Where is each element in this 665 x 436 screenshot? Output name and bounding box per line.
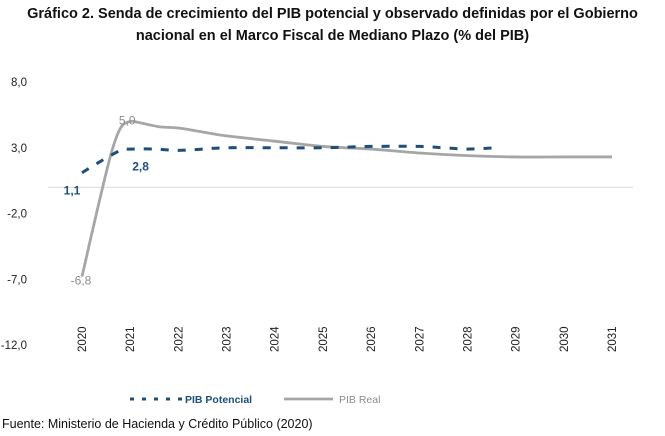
data-label: 1,1 xyxy=(64,184,81,198)
data-label: 2,8 xyxy=(132,159,149,173)
legend-entry-pib-potencial: PIB Potencial xyxy=(130,394,252,406)
y-axis: 8,0 3,0 -2,0 -7,0 -12,0 xyxy=(1,77,27,352)
source-note: Fuente: Ministerio de Hacienda y Crédito… xyxy=(2,417,313,431)
x-tick-label: 2020 xyxy=(77,326,89,352)
x-tick-label: 2022 xyxy=(173,326,185,352)
x-tick-label: 2023 xyxy=(222,326,234,352)
x-tick-label: 2026 xyxy=(366,326,378,352)
x-tick-label: 2027 xyxy=(414,326,426,352)
data-labels: 1,1 2,8 5,0 -6,8 xyxy=(64,113,150,287)
series-pib-real xyxy=(80,119,612,277)
legend-entry-pib-real: PIB Real xyxy=(284,394,380,406)
x-tick-label: 2029 xyxy=(511,326,523,352)
chart-title-line2: nacional en el Marco Fiscal de Mediano P… xyxy=(135,28,530,44)
x-tick-label: 2030 xyxy=(559,326,571,352)
series-group xyxy=(80,119,612,277)
data-label: -6,8 xyxy=(71,274,92,288)
y-tick-label: 3,0 xyxy=(11,143,27,155)
y-tick-label: -12,0 xyxy=(1,340,27,352)
legend: PIB Potencial PIB Real xyxy=(130,394,380,406)
x-tick-label: 2024 xyxy=(270,326,282,352)
x-tick-label: 2031 xyxy=(607,326,619,352)
y-tick-label: 8,0 xyxy=(11,77,27,89)
y-tick-label: -7,0 xyxy=(7,274,27,286)
x-tick-label: 2021 xyxy=(125,326,137,352)
legend-label: PIB Real xyxy=(339,394,380,406)
series-line xyxy=(80,119,612,277)
series-pib-potencial xyxy=(81,144,497,175)
y-tick-label: -2,0 xyxy=(7,209,27,221)
data-label: 5,0 xyxy=(119,113,136,127)
legend-label: PIB Potencial xyxy=(185,394,252,406)
chart-title-line1: Gráfico 2. Senda de crecimiento del PIB … xyxy=(27,6,638,22)
series-line xyxy=(81,144,497,175)
x-tick-label: 2025 xyxy=(318,326,330,352)
x-tick-label: 2028 xyxy=(462,326,474,352)
chart-title: Gráfico 2. Senda de crecimiento del PIB … xyxy=(0,3,665,47)
x-axis: 2020 2021 2022 2023 2024 2025 2026 2027 2028 2029… xyxy=(77,326,619,352)
